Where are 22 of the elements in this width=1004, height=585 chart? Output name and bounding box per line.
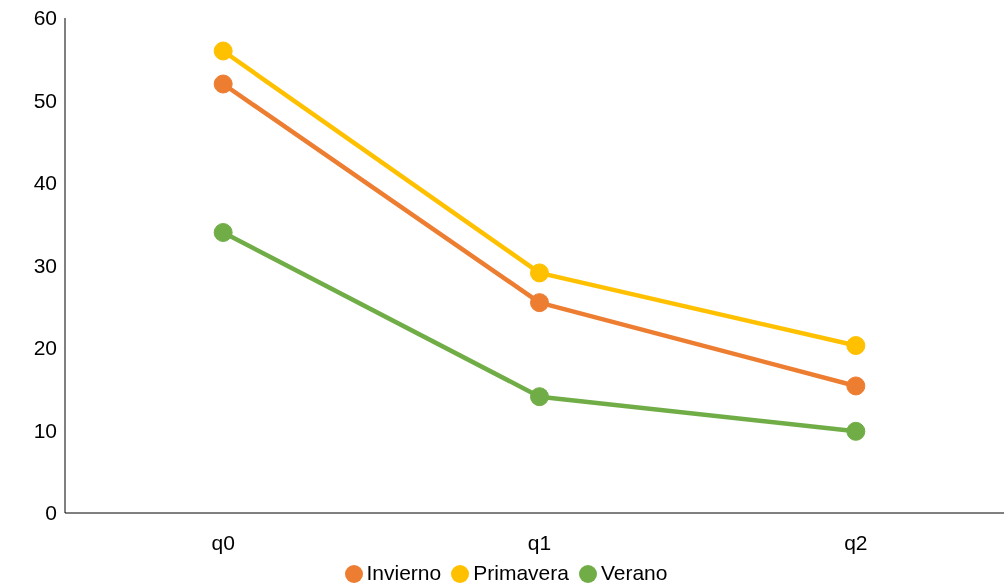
point	[846, 376, 866, 396]
point	[213, 41, 233, 61]
point	[530, 293, 549, 313]
point	[213, 223, 233, 242]
point	[530, 263, 549, 283]
legend-label: Invierno	[366, 561, 442, 584]
y-tick-label: 40	[33, 171, 57, 195]
legend-label: Primavera	[473, 561, 569, 584]
point	[530, 387, 549, 407]
x-tick-label: q2	[844, 530, 868, 554]
point	[846, 336, 866, 356]
y-tick-label: 30	[33, 253, 57, 277]
y-tick-label: 10	[33, 418, 57, 442]
x-tick-label: q0	[211, 530, 235, 554]
point	[846, 421, 866, 441]
y-tick-label: 50	[33, 88, 57, 112]
x-tick-label: q1	[527, 530, 552, 554]
legend-label: Verano	[600, 561, 668, 584]
y-tick-label: 20	[33, 336, 57, 360]
point	[213, 74, 233, 94]
y-tick-label: 60	[33, 6, 57, 30]
y-tick-label: 0	[45, 501, 57, 525]
